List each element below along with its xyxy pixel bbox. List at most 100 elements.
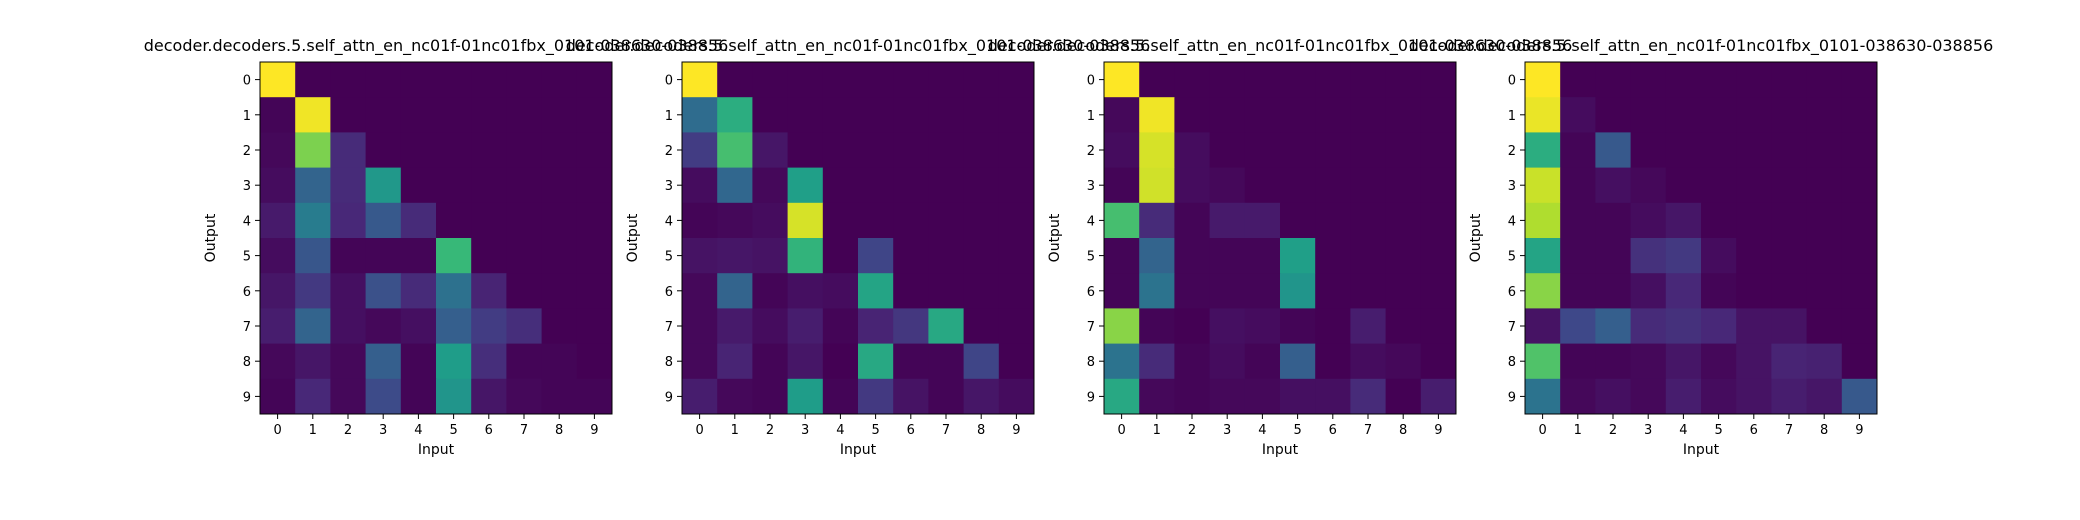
heatmap-cell-0-8: [541, 62, 578, 98]
y-tick-label: 0: [243, 74, 251, 89]
heatmap-panel-2: 0 1 2 3 4 5 6 7 8 9 0 1 2 3 4 5 6 7 8 9 Input Output decoder.d…: [988, 36, 1573, 458]
heatmap-cell-1-3: [1630, 97, 1667, 133]
heatmap-cell-2-2: [1174, 132, 1210, 168]
heatmap-cell-7-1: [295, 308, 331, 344]
heatmap-cell-9-9: [1841, 378, 1878, 415]
heatmap-cell-5-8: [963, 238, 1000, 274]
heatmap-cell-7-7: [1771, 308, 1807, 344]
y-tick-label: 5: [243, 250, 251, 265]
heatmap-cell-4-7: [1771, 202, 1807, 239]
heatmap-cell-1-8: [963, 97, 1000, 133]
x-tick-label: 0: [695, 423, 703, 438]
y-tick-label: 7: [1508, 320, 1516, 335]
heatmap-cell-1-0: [1525, 97, 1561, 133]
heatmap-cell-7-8: [963, 308, 1000, 344]
heatmap-cell-5-2: [1174, 238, 1210, 274]
x-tick-label: 1: [1153, 423, 1161, 438]
heatmap-cell-2-3: [1209, 132, 1246, 168]
heatmap-cell-1-4: [822, 97, 859, 133]
heatmap-cell-1-8: [1806, 97, 1843, 133]
heatmap-cell-4-0: [1104, 202, 1140, 239]
heatmap-cell-7-0: [682, 308, 718, 344]
heatmap-cell-9-0: [1525, 378, 1561, 415]
heatmap-cell-7-5: [1701, 308, 1737, 344]
heatmap-cell-6-5: [1701, 273, 1737, 309]
heatmap-cell-2-7: [1771, 132, 1807, 168]
x-tick-label: 6: [1329, 423, 1337, 438]
heatmap-cell-5-2: [330, 238, 366, 274]
heatmap-cell-3-2: [1174, 167, 1210, 204]
heatmap-cell-9-0: [260, 378, 296, 415]
heatmap-cell-5-4: [1244, 238, 1281, 274]
heatmap-cell-5-4: [822, 238, 859, 274]
heatmap-cell-7-4: [822, 308, 859, 344]
heatmap-cell-0-0: [1525, 62, 1561, 98]
heatmap-cell-9-4: [1244, 378, 1281, 415]
y-tick-label: 3: [243, 179, 251, 194]
heatmap-cell-2-6: [893, 132, 929, 168]
heatmap-cell-0-5: [1701, 62, 1737, 98]
heatmap-cell-0-2: [752, 62, 788, 98]
heatmap-cell-7-8: [1806, 308, 1843, 344]
x-tick-label: 9: [1012, 423, 1020, 438]
heatmap-cell-4-1: [1139, 202, 1175, 239]
heatmap-cell-7-1: [717, 308, 753, 344]
heatmap-cell-2-8: [963, 132, 1000, 168]
heatmap-cell-9-7: [1350, 378, 1386, 415]
heatmap-cell-1-6: [1315, 97, 1351, 133]
heatmap-cell-3-9: [1420, 167, 1457, 204]
heatmap-cell-9-2: [330, 378, 366, 415]
panel-title: decoder.decoders.5.self_attn_en_nc01f-01…: [144, 36, 729, 56]
heatmap-cell-0-8: [1385, 62, 1422, 98]
heatmap-cell-1-2: [330, 97, 366, 133]
x-tick-label: 6: [485, 423, 493, 438]
x-tick-label: 4: [1679, 423, 1687, 438]
heatmap-cell-0-6: [893, 62, 929, 98]
x-tick-label: 1: [1574, 423, 1582, 438]
heatmap-cell-6-5: [858, 273, 894, 309]
heatmap-cell-5-7: [506, 238, 542, 274]
heatmap-cell-8-0: [260, 343, 296, 380]
heatmap-cell-8-4: [400, 343, 437, 380]
heatmap-cell-3-1: [1560, 167, 1596, 204]
heatmap-cell-9-1: [1560, 378, 1596, 415]
heatmap-cell-3-6: [471, 167, 507, 204]
heatmap-cell-3-7: [1350, 167, 1386, 204]
heatmap-cell-7-8: [541, 308, 578, 344]
heatmap-cell-3-4: [1665, 167, 1702, 204]
heatmap-cell-6-9: [576, 273, 613, 309]
heatmap-cell-3-5: [1701, 167, 1737, 204]
heatmap-cell-1-0: [682, 97, 718, 133]
heatmap-cell-8-7: [1771, 343, 1807, 380]
heatmap-cell-6-8: [541, 273, 578, 309]
heatmap-cell-2-6: [1736, 132, 1772, 168]
y-tick-label: 6: [243, 285, 251, 300]
heatmap-cell-4-0: [260, 202, 296, 239]
x-tick-label: 7: [520, 423, 528, 438]
heatmap-cell-4-2: [1174, 202, 1210, 239]
heatmap-cell-9-8: [963, 378, 1000, 415]
heatmap-cell-5-5: [1701, 238, 1737, 274]
heatmap-cell-2-0: [1525, 132, 1561, 168]
heatmap-cell-2-9: [1420, 132, 1457, 168]
heatmap-cell-1-2: [1174, 97, 1210, 133]
heatmap-cell-6-4: [400, 273, 437, 309]
heatmap-cell-7-2: [1595, 308, 1631, 344]
y-tick-label: 2: [1087, 144, 1095, 159]
heatmap-cell-5-0: [682, 238, 718, 274]
heatmap-cell-2-1: [1139, 132, 1175, 168]
heatmap-cell-5-2: [752, 238, 788, 274]
heatmap-cell-9-5: [858, 378, 894, 415]
x-axis-label: Input: [1683, 442, 1720, 458]
heatmap-cell-5-1: [1560, 238, 1596, 274]
heatmap-cell-7-6: [1315, 308, 1351, 344]
heatmap-cell-1-7: [1350, 97, 1386, 133]
heatmap-cell-0-3: [365, 62, 402, 98]
heatmap-cell-3-3: [365, 167, 402, 204]
heatmap-cell-7-6: [471, 308, 507, 344]
y-tick-label: 5: [665, 250, 673, 265]
heatmap-cell-4-2: [752, 202, 788, 239]
y-tick-label: 2: [665, 144, 673, 159]
heatmap-cell-0-4: [822, 62, 859, 98]
heatmap-cell-3-1: [1139, 167, 1175, 204]
